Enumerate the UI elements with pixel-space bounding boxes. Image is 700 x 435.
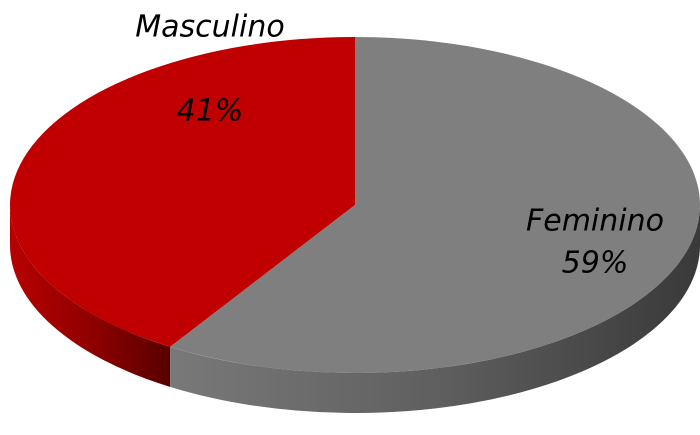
slice-label: Feminino bbox=[526, 204, 664, 239]
slice-side-shade bbox=[10, 205, 171, 387]
pie bbox=[10, 37, 700, 413]
slice-label: Masculino bbox=[135, 10, 284, 45]
slice bbox=[10, 37, 355, 347]
slice-value-label: 41% bbox=[177, 94, 244, 129]
labels: Masculino 41% Feminino 59% bbox=[135, 10, 664, 281]
slice-side-shade bbox=[170, 205, 700, 413]
slice bbox=[170, 37, 700, 373]
slice-value-label: 59% bbox=[562, 246, 629, 281]
